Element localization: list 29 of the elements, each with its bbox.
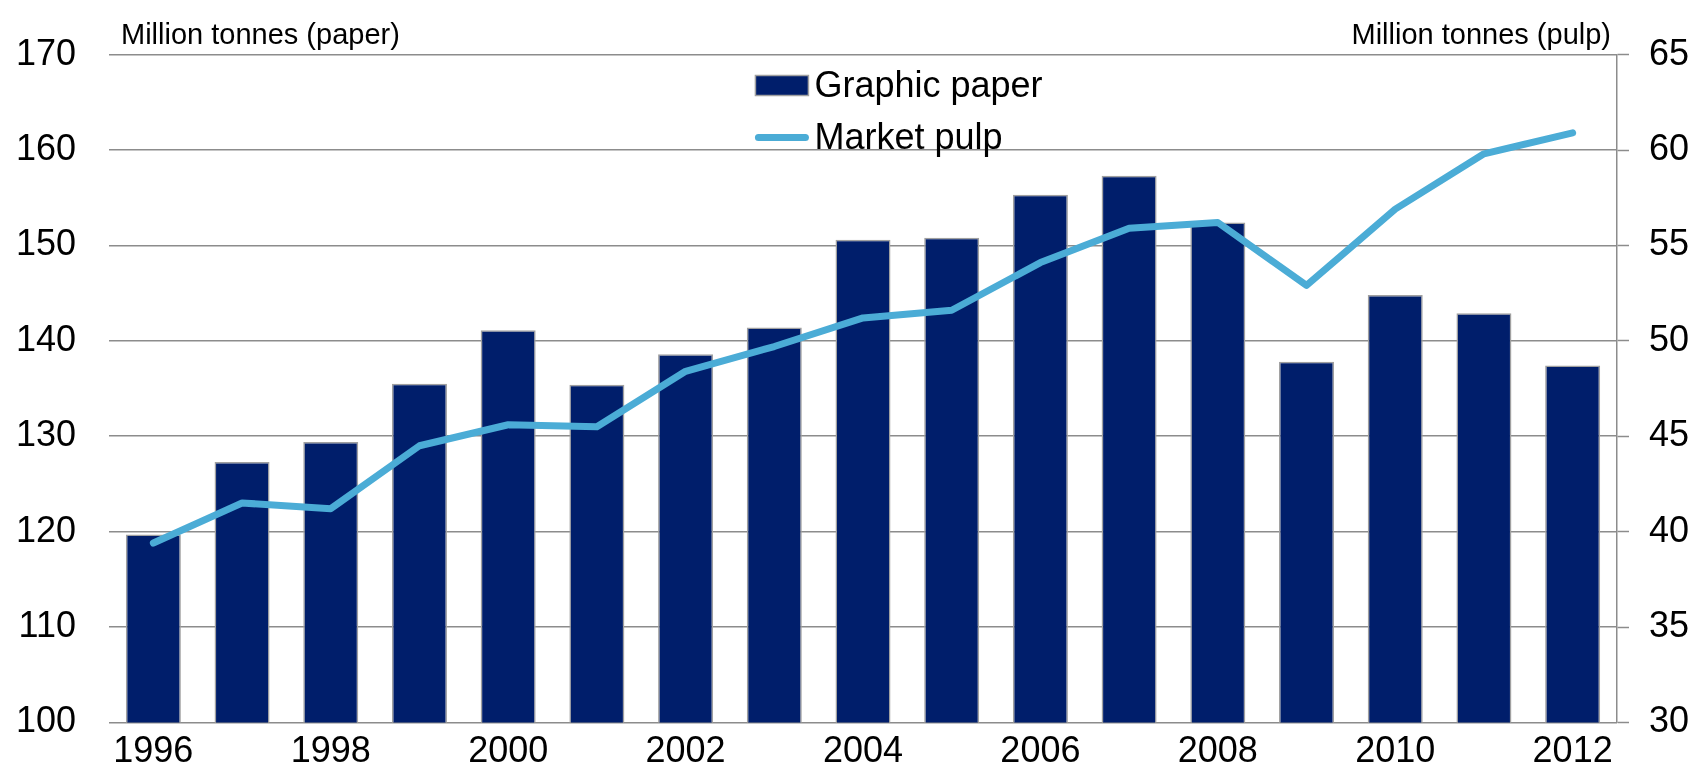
y-tick-label: 110 [18, 603, 76, 645]
y2-tick-label: 30 [1649, 699, 1690, 741]
y2-tick-label: 60 [1649, 126, 1690, 168]
legend-label: Graphic paper [814, 63, 1043, 105]
y-axis-title: Million tonnes (paper) [121, 17, 400, 50]
y-tick-label: 120 [15, 508, 76, 550]
y-tick-label: 160 [15, 126, 76, 168]
y2-tick-label: 40 [1649, 508, 1690, 550]
x-tick-label: 2004 [822, 728, 904, 770]
y2-tick-label: 50 [1649, 317, 1690, 359]
y2-tick-label: 55 [1649, 222, 1690, 264]
y2-tick-label: 35 [1649, 603, 1690, 645]
y-tick-label: 170 [15, 31, 76, 73]
y2-tick-label: 65 [1649, 31, 1690, 73]
x-tick-label: 2010 [1355, 728, 1436, 770]
y-tick-label: 100 [15, 699, 76, 741]
y-tick-label: 140 [15, 317, 76, 359]
x-tick-label: 2008 [1177, 728, 1258, 770]
x-tick-label: 2012 [1532, 728, 1613, 770]
x-tick-label: 1998 [290, 728, 371, 770]
x-tick-label: 2002 [645, 728, 726, 770]
x-tick-label: 2006 [1000, 728, 1081, 770]
legend-label: Market pulp [814, 115, 1003, 157]
y-tick-label: 150 [15, 222, 76, 264]
x-tick-label: 1996 [113, 728, 194, 770]
y2-axis-title: Million tonnes (pulp) [1351, 17, 1611, 50]
y-tick-label: 130 [15, 413, 76, 455]
y2-tick-label: 45 [1649, 413, 1690, 455]
x-tick-label: 2000 [468, 728, 549, 770]
